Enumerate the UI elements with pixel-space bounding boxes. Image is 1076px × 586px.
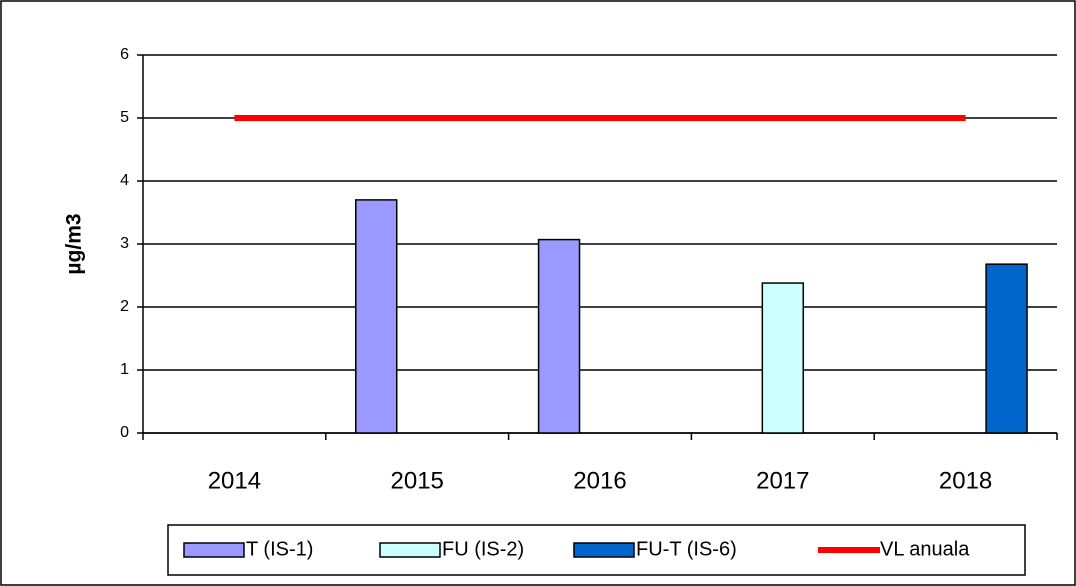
x-tick-label: 2015	[391, 467, 444, 494]
bar	[537, 238, 581, 434]
legend-label: FU (IS-2)	[442, 538, 524, 560]
legend-swatch	[183, 542, 245, 558]
y-tick-label: 2	[120, 298, 129, 315]
y-tick-label: 4	[120, 172, 129, 189]
x-tick-label: 2014	[208, 467, 261, 494]
legend-swatch	[573, 542, 635, 558]
y-axis-label: µg/m3	[63, 213, 86, 274]
x-tick-label: 2016	[573, 467, 626, 494]
y-tick-label: 6	[120, 46, 129, 63]
y-tick-label: 5	[120, 109, 129, 126]
x-tick-label: 2018	[939, 467, 992, 494]
y-tick-label: 0	[120, 424, 129, 441]
bar	[761, 282, 805, 434]
legend-label: VL anuala	[880, 538, 970, 560]
y-tick-label: 3	[120, 235, 129, 252]
legend-label: FU-T (IS-6)	[636, 538, 737, 560]
bar	[985, 263, 1028, 434]
x-tick-label: 2017	[756, 467, 809, 494]
y-tick-label: 1	[120, 361, 129, 378]
legend-swatch	[379, 542, 441, 558]
legend-label: T (IS-1)	[246, 538, 313, 560]
bar	[355, 199, 398, 434]
